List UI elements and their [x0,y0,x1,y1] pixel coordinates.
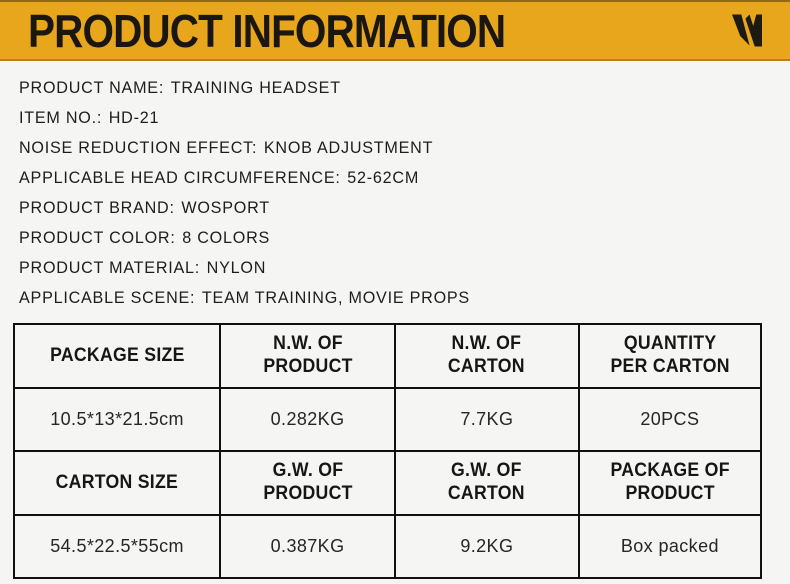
cell-package-of-product-value: Box packed [577,514,763,579]
cell-package-size-header: PACKAGE SIZE [12,323,222,389]
detail-brand: PRODUCT BRAND: WOSPORT [19,193,494,223]
detail-label: PRODUCT NAME: [19,78,165,97]
cell-gw-carton-header: G.W. OF CARTON [393,450,580,516]
cell-gw-carton-value: 9.2KG [393,514,580,579]
product-information-banner: PRODUCT INFORMATION [0,0,790,61]
cell-gw-product-value: 0.387KG [219,514,396,579]
detail-value: WOSPORT [181,198,270,217]
detail-label: ITEM NO.: [19,108,103,127]
cell-carton-size-header: CARTON SIZE [12,450,222,516]
detail-value: NYLON [206,258,267,277]
detail-noise-reduction: NOISE REDUCTION EFFECT: KNOB ADJUSTMENT [19,133,494,163]
detail-item-no: ITEM NO.: HD-21 [19,103,494,133]
detail-value: TRAINING HEADSET [170,78,341,97]
detail-label: APPLICABLE HEAD CIRCUMFERENCE: [19,168,341,187]
detail-label: PRODUCT BRAND: [19,198,175,217]
cell-package-size-value: 10.5*13*21.5cm [12,387,222,452]
detail-value: TEAM TRAINING, MOVIE PROPS [201,288,470,307]
cell-carton-size-value: 54.5*22.5*55cm [12,514,222,579]
cell-gw-product-header: G.W. OF PRODUCT [219,450,396,516]
cell-nw-product-header: N.W. OF PRODUCT [219,323,396,389]
detail-material: PRODUCT MATERIAL: NYLON [19,253,494,283]
detail-value: HD-21 [108,108,160,127]
detail-product-name: PRODUCT NAME: TRAINING HEADSET [19,73,494,103]
detail-value: 52-62CM [347,168,420,187]
table-row: CARTON SIZE G.W. OF PRODUCT G.W. OF CART… [12,450,763,516]
cell-package-of-product-header: PACKAGE OF PRODUCT [577,450,763,516]
table-row: PACKAGE SIZE N.W. OF PRODUCT N.W. OF CAR… [12,323,763,389]
cell-nw-carton-value: 7.7KG [393,387,580,452]
detail-head-circumference: APPLICABLE HEAD CIRCUMFERENCE: 52-62CM [19,163,494,193]
detail-color: PRODUCT COLOR: 8 COLORS [19,223,494,253]
cell-qty-per-carton-header: QUANTITY PER CARTON [577,323,763,389]
table-row: 10.5*13*21.5cm 0.282KG 7.7KG 20PCS [12,387,763,452]
table-row: 54.5*22.5*55cm 0.387KG 9.2KG Box packed [12,514,763,579]
packaging-spec-table: PACKAGE SIZE N.W. OF PRODUCT N.W. OF CAR… [12,323,763,579]
detail-value: KNOB ADJUSTMENT [263,138,434,157]
detail-label: PRODUCT COLOR: [19,228,176,247]
page-title: PRODUCT INFORMATION [28,5,506,57]
detail-label: APPLICABLE SCENE: [19,288,196,307]
cell-nw-carton-header: N.W. OF CARTON [393,323,580,389]
product-details-list: PRODUCT NAME: TRAINING HEADSET ITEM NO.: H… [19,61,494,313]
wosport-w-logo-icon [732,14,762,47]
detail-label: PRODUCT MATERIAL: [19,258,201,277]
cell-qty-per-carton-value: 20PCS [577,387,763,452]
cell-nw-product-value: 0.282KG [219,387,396,452]
detail-label: NOISE REDUCTION EFFECT: [19,138,258,157]
detail-applicable-scene: APPLICABLE SCENE: TEAM TRAINING, MOVIE PR… [19,283,494,313]
detail-value: 8 COLORS [182,228,271,247]
